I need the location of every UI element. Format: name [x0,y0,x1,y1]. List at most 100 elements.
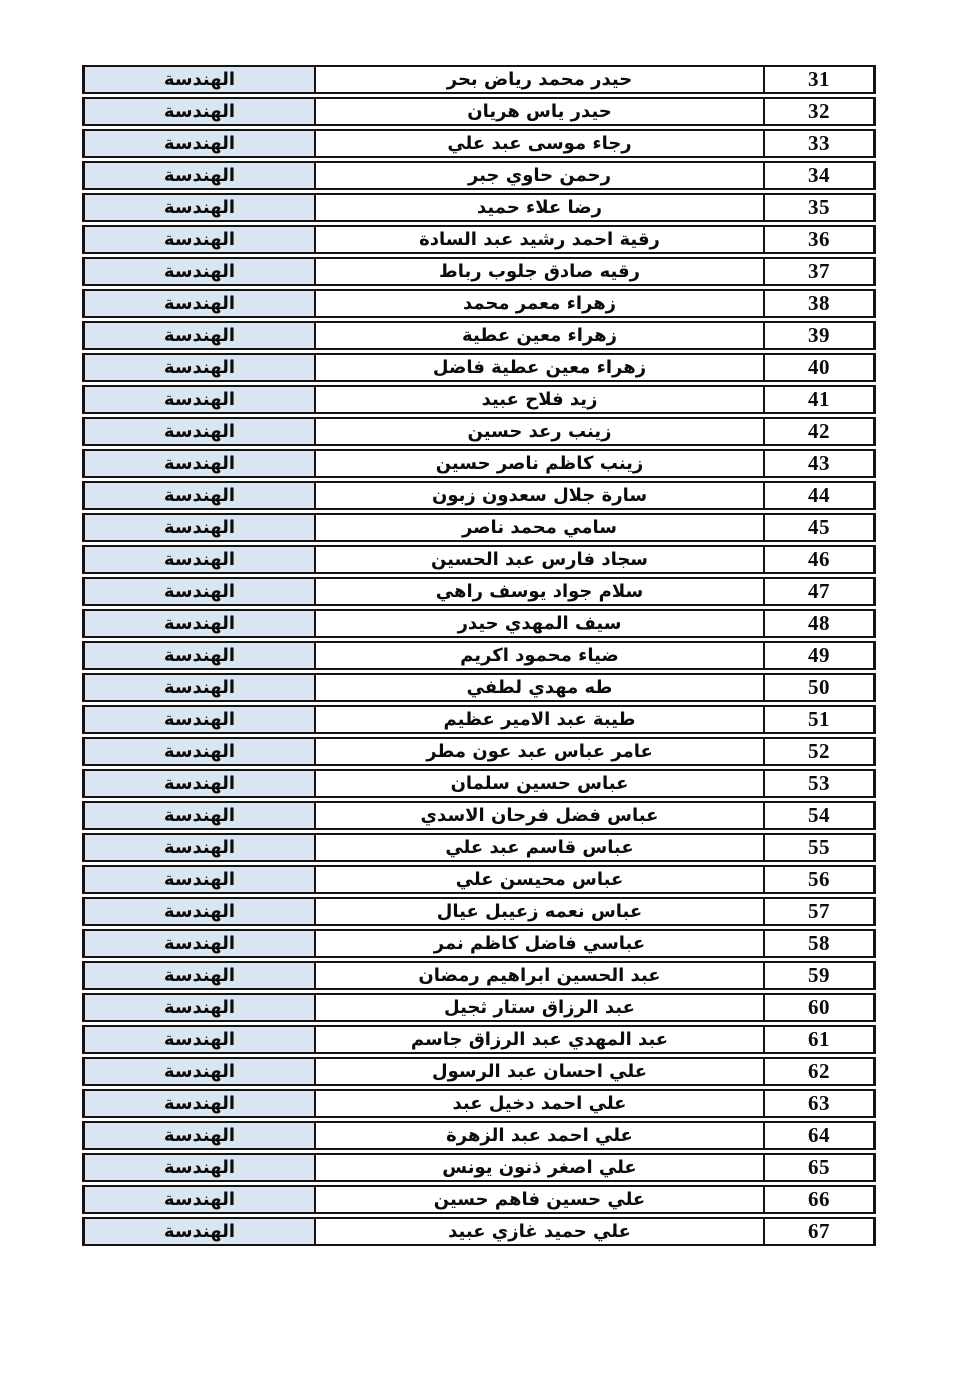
student-name-cell: علي احمد عبد الزهرة [316,1121,765,1150]
table-row: الهندسة عباس نعمه زعيبل عيال 57 [82,897,876,926]
row-number-cell: 33 [765,129,876,158]
row-number-cell: 57 [765,897,876,926]
table-row: الهندسة علي اصغر ذنون يونس 65 [82,1153,876,1182]
row-number-cell: 43 [765,449,876,478]
table-row: الهندسة رقية احمد رشيد عبد السادة 36 [82,225,876,254]
row-number-cell: 53 [765,769,876,798]
row-number-cell: 59 [765,961,876,990]
table-row: الهندسة رضا علاء حميد 35 [82,193,876,222]
department-cell: الهندسة [82,417,316,446]
department-cell: الهندسة [82,1121,316,1150]
row-number-cell: 38 [765,289,876,318]
student-name-cell: سلام جواد يوسف راهي [316,577,765,606]
department-cell: الهندسة [82,1217,316,1246]
student-name-cell: عبد المهدي عبد الرزاق جاسم [316,1025,765,1054]
student-name-cell: حيدر محمد رياض بحر [316,65,765,94]
table-row: الهندسة علي حسين فاهم حسين 66 [82,1185,876,1214]
department-cell: الهندسة [82,833,316,862]
row-number-cell: 46 [765,545,876,574]
row-number-cell: 35 [765,193,876,222]
row-number-cell: 37 [765,257,876,286]
table-row: الهندسة سلام جواد يوسف راهي 47 [82,577,876,606]
student-name-cell: علي اصغر ذنون يونس [316,1153,765,1182]
department-cell: الهندسة [82,1089,316,1118]
student-name-cell: عباسي فاضل كاظم نمر [316,929,765,958]
student-name-cell: زينب رعد حسين [316,417,765,446]
student-name-cell: سارة جلال سعدون زبون [316,481,765,510]
student-name-cell: سامي محمد ناصر [316,513,765,542]
row-number-cell: 64 [765,1121,876,1150]
student-name-cell: عباس فضل فرحان الاسدي [316,801,765,830]
student-name-cell: عبد الرزاق ستار ثجيل [316,993,765,1022]
department-cell: الهندسة [82,385,316,414]
row-number-cell: 50 [765,673,876,702]
department-cell: الهندسة [82,545,316,574]
table-row: الهندسة رحمن حاوي جبر 34 [82,161,876,190]
table-row: الهندسة زينب كاظم ناصر حسين 43 [82,449,876,478]
department-cell: الهندسة [82,289,316,318]
row-number-cell: 65 [765,1153,876,1182]
student-name-cell: عباس قاسم عبد علي [316,833,765,862]
student-name-cell: علي احسان عبد الرسول [316,1057,765,1086]
table-row: الهندسة عامر عباس عبد عون مطر 52 [82,737,876,766]
table-row: الهندسة عبد الرزاق ستار ثجيل 60 [82,993,876,1022]
student-name-cell: ضياء محمود اكريم [316,641,765,670]
student-name-cell: رقيه صادق جلوب رباط [316,257,765,286]
row-number-cell: 61 [765,1025,876,1054]
row-number-cell: 32 [765,97,876,126]
department-cell: الهندسة [82,1185,316,1214]
row-number-cell: 60 [765,993,876,1022]
row-number-cell: 44 [765,481,876,510]
department-cell: الهندسة [82,897,316,926]
student-name-cell: عباس محيسن علي [316,865,765,894]
student-name-cell: طه مهدي لطفي [316,673,765,702]
table-row: الهندسة رجاء موسى عبد علي 33 [82,129,876,158]
row-number-cell: 39 [765,321,876,350]
department-cell: الهندسة [82,865,316,894]
department-cell: الهندسة [82,993,316,1022]
student-name-cell: علي حسين فاهم حسين [316,1185,765,1214]
student-name-cell: عامر عباس عبد عون مطر [316,737,765,766]
department-cell: الهندسة [82,801,316,830]
department-cell: الهندسة [82,705,316,734]
student-name-cell: رجاء موسى عبد علي [316,129,765,158]
table-row: الهندسة سجاد فارس عبد الحسين 46 [82,545,876,574]
table-row: الهندسة عبد المهدي عبد الرزاق جاسم 61 [82,1025,876,1054]
department-cell: الهندسة [82,737,316,766]
department-cell: الهندسة [82,225,316,254]
row-number-cell: 40 [765,353,876,382]
row-number-cell: 66 [765,1185,876,1214]
student-name-cell: رحمن حاوي جبر [316,161,765,190]
student-name-cell: رضا علاء حميد [316,193,765,222]
table-body: الهندسة حيدر محمد رياض بحر 31 الهندسة حي… [82,65,876,1246]
table-row: الهندسة سامي محمد ناصر 45 [82,513,876,542]
table-row: الهندسة ضياء محمود اكريم 49 [82,641,876,670]
student-name-cell: رقية احمد رشيد عبد السادة [316,225,765,254]
row-number-cell: 55 [765,833,876,862]
department-cell: الهندسة [82,321,316,350]
table-row: الهندسة علي حميد غازي عبيد 67 [82,1217,876,1246]
student-name-cell: زيد فلاح عبيد [316,385,765,414]
department-cell: الهندسة [82,193,316,222]
department-cell: الهندسة [82,641,316,670]
table-row: الهندسة طه مهدي لطفي 50 [82,673,876,702]
department-cell: الهندسة [82,609,316,638]
table-row: الهندسة عباس محيسن علي 56 [82,865,876,894]
student-name-cell: سيف المهدي حيدر [316,609,765,638]
student-name-cell: عباس حسين سلمان [316,769,765,798]
student-name-cell: زهراء معمر محمد [316,289,765,318]
row-number-cell: 42 [765,417,876,446]
student-name-cell: سجاد فارس عبد الحسين [316,545,765,574]
row-number-cell: 49 [765,641,876,670]
department-cell: الهندسة [82,961,316,990]
table-row: الهندسة عباس فضل فرحان الاسدي 54 [82,801,876,830]
department-cell: الهندسة [82,65,316,94]
department-cell: الهندسة [82,673,316,702]
table-row: الهندسة عباس حسين سلمان 53 [82,769,876,798]
table-row: الهندسة عباسي فاضل كاظم نمر 58 [82,929,876,958]
department-cell: الهندسة [82,769,316,798]
table-row: الهندسة رقيه صادق جلوب رباط 37 [82,257,876,286]
student-name-cell: علي حميد غازي عبيد [316,1217,765,1246]
row-number-cell: 45 [765,513,876,542]
